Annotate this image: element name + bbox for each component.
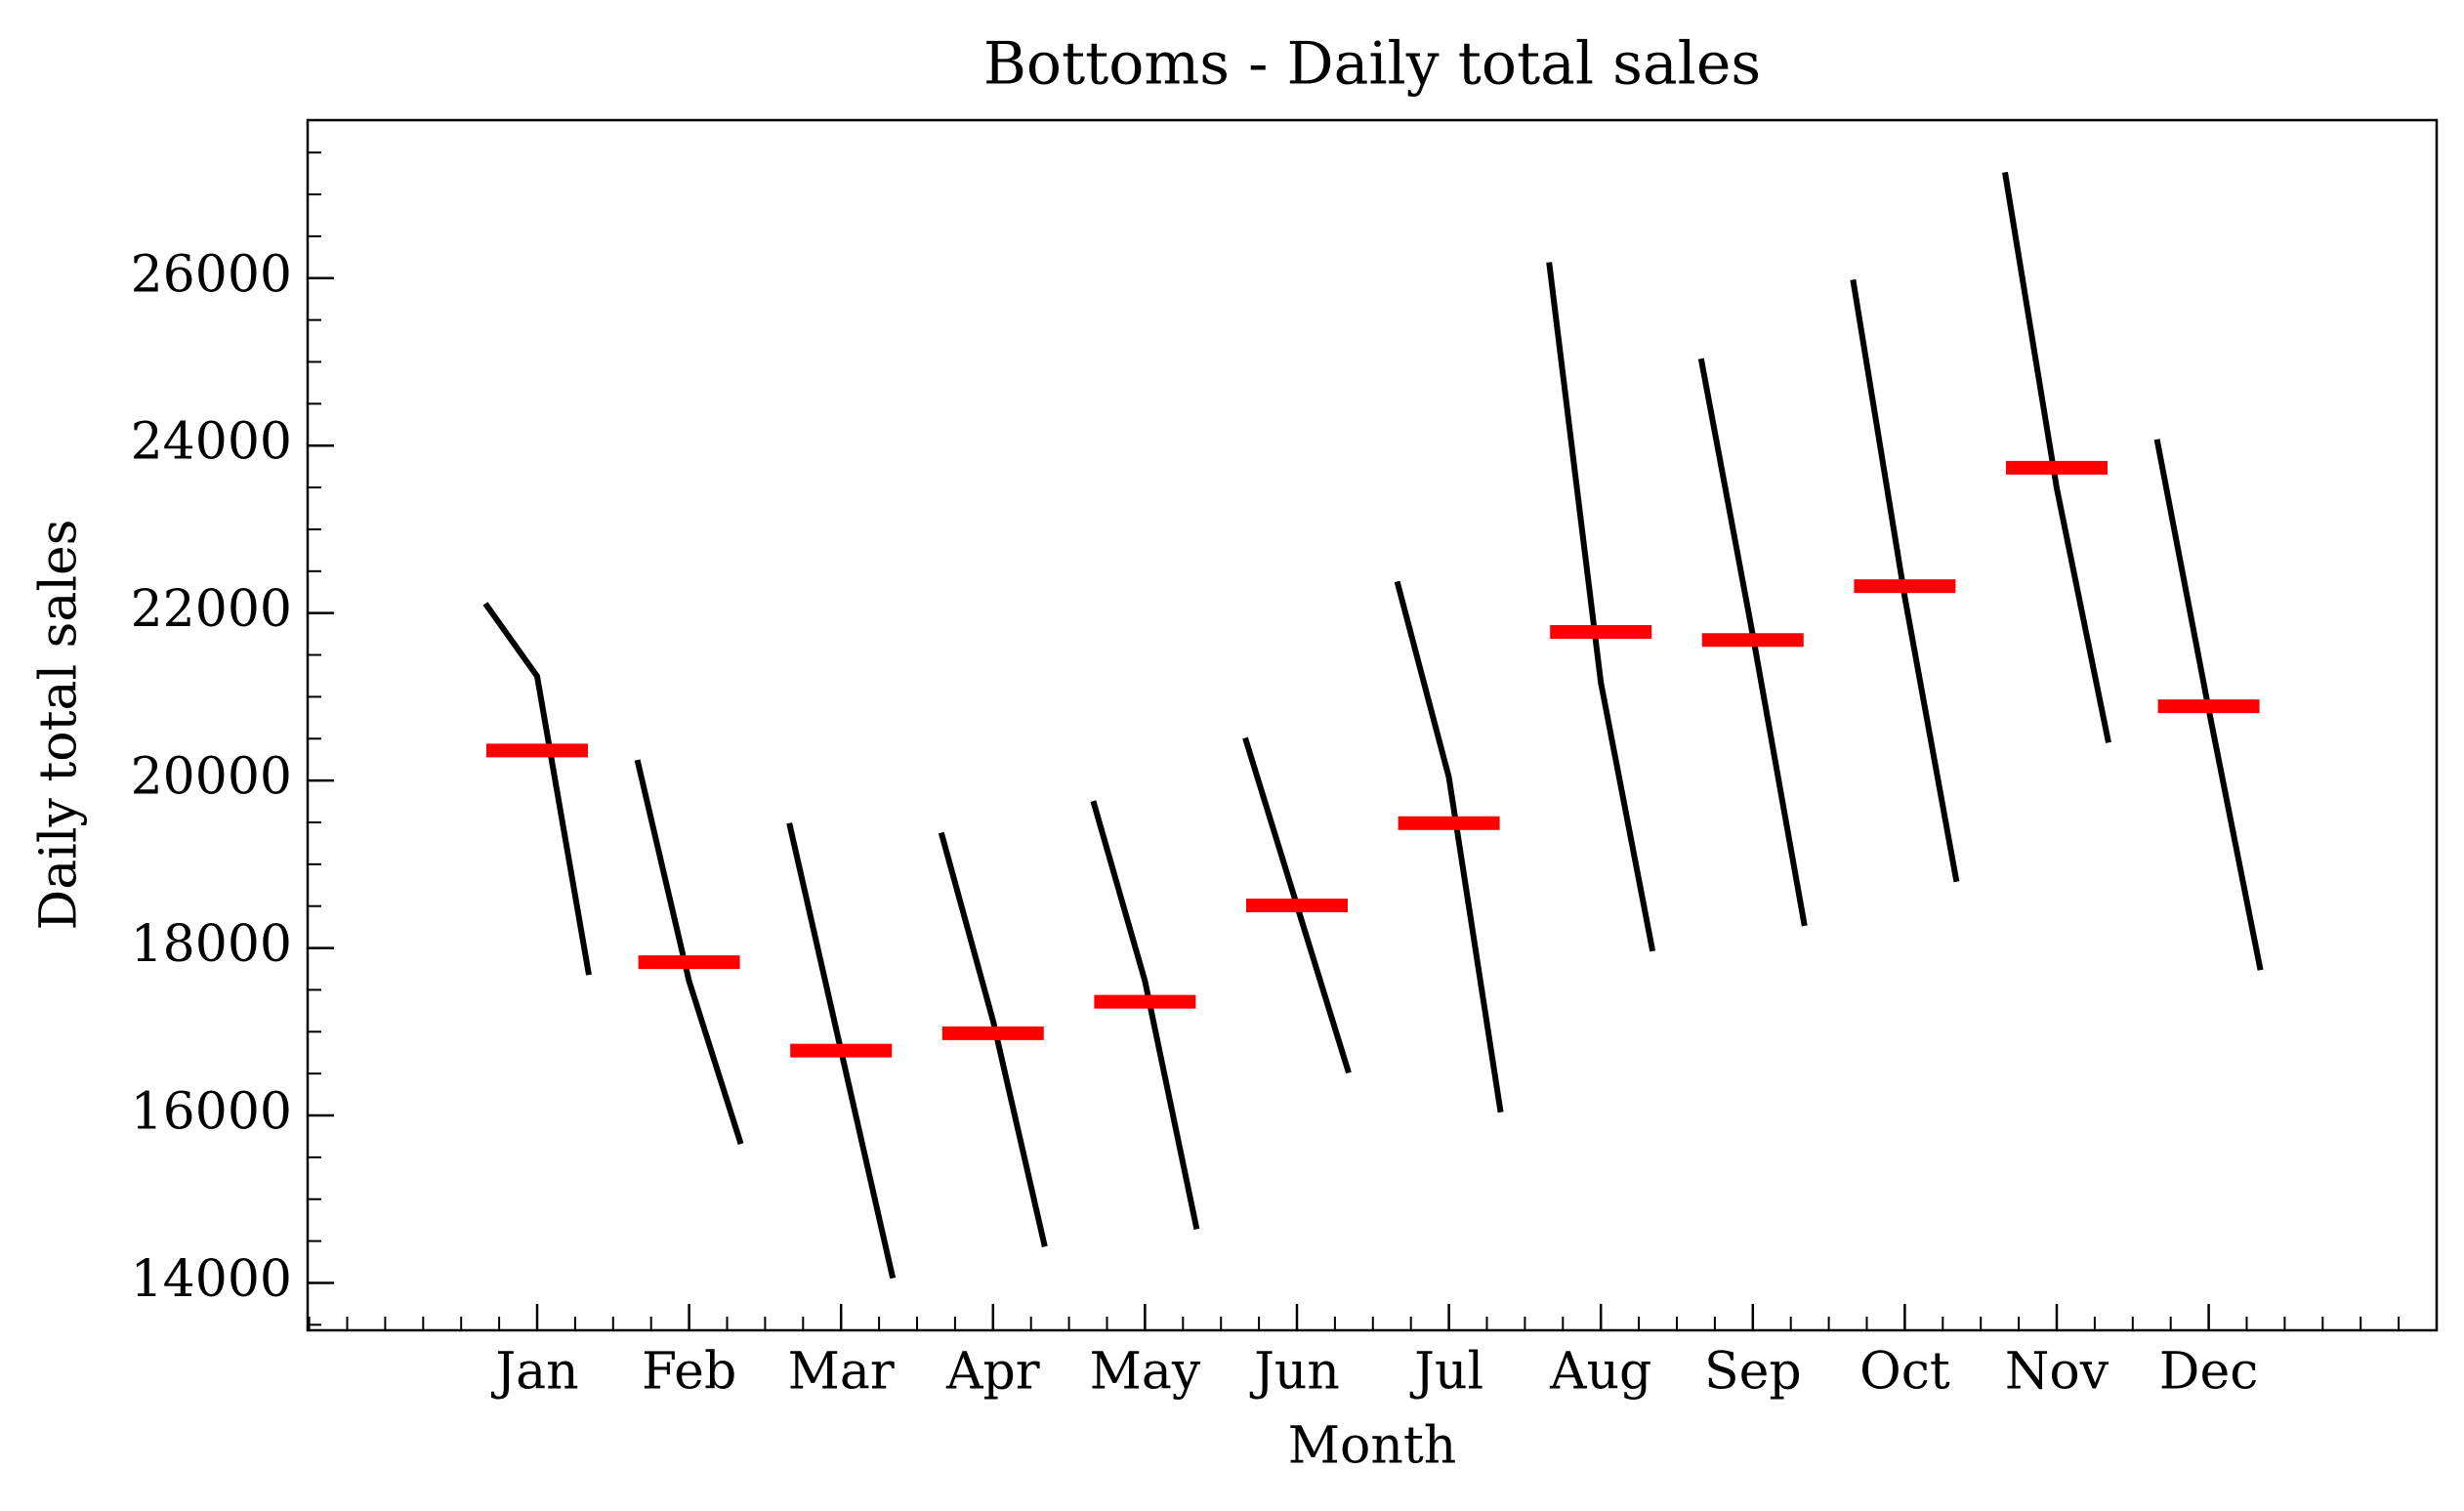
y-tick-label: 16000 bbox=[131, 1083, 292, 1142]
x-tick-label: Jan bbox=[490, 1343, 578, 1402]
x-tick-label: Nov bbox=[2005, 1343, 2109, 1402]
x-axis-label: Month bbox=[1288, 1417, 1456, 1476]
plot-frame bbox=[306, 118, 2439, 1332]
y-tick-label: 14000 bbox=[131, 1250, 292, 1309]
x-tick-label: Sep bbox=[1704, 1343, 1802, 1402]
x-tick-label: Mar bbox=[788, 1343, 895, 1402]
x-tick-label: Jul bbox=[1409, 1343, 1483, 1402]
chart-title: Bottoms - Daily total sales bbox=[983, 30, 1761, 99]
y-axis-label: Daily total sales bbox=[30, 520, 89, 931]
subseries-line bbox=[2002, 171, 2111, 743]
subseries-line bbox=[1546, 262, 1656, 952]
subseries-line bbox=[938, 831, 1048, 1247]
x-tick-label: Feb bbox=[642, 1343, 736, 1402]
y-tick-label: 26000 bbox=[131, 245, 292, 304]
x-tick-label: Dec bbox=[2159, 1343, 2259, 1402]
y-tick-label: 22000 bbox=[131, 580, 292, 639]
subseries-line bbox=[1394, 580, 1504, 1113]
y-tick-label: 20000 bbox=[131, 748, 292, 807]
y-tick-label: 24000 bbox=[131, 413, 292, 472]
subseries-line bbox=[1090, 800, 1200, 1231]
subseries-line bbox=[482, 602, 592, 976]
y-tick-label: 18000 bbox=[131, 915, 292, 974]
x-tick-label: May bbox=[1090, 1343, 1201, 1402]
x-tick-label: Apr bbox=[945, 1343, 1040, 1402]
x-tick-label: Aug bbox=[1549, 1343, 1651, 1402]
subseries-line bbox=[634, 759, 744, 1146]
subseries-line bbox=[1850, 278, 1960, 883]
x-tick-label: Oct bbox=[1859, 1343, 1950, 1402]
x-tick-label: Jun bbox=[1249, 1343, 1340, 1402]
